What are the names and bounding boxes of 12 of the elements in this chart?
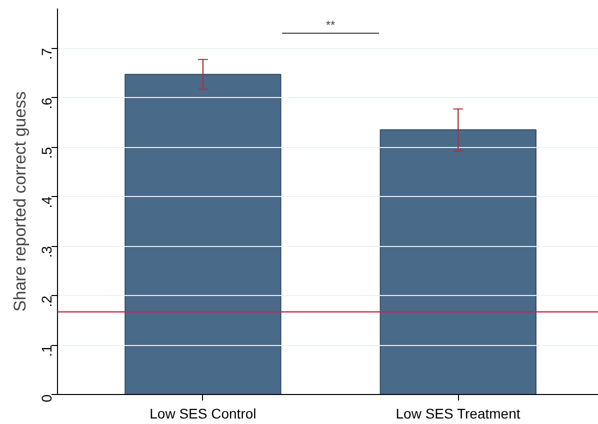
y-tick-label: .1: [38, 344, 54, 357]
y-tick-label: .5: [38, 146, 54, 159]
x-tick-label: Low SES Control: [150, 406, 256, 422]
y-tick-label: .6: [38, 97, 54, 110]
y-tick-label: .4: [38, 196, 54, 208]
y-axis-title: Share reported correct guess: [10, 91, 30, 312]
y-tick-label: 0: [38, 394, 54, 402]
y-tick-label: .7: [38, 48, 54, 60]
x-tick-label: Low SES Treatment: [396, 406, 520, 422]
annotation: **: [326, 18, 336, 32]
y-tick-label: .3: [38, 246, 54, 258]
y-tick-label: .2: [38, 295, 54, 308]
